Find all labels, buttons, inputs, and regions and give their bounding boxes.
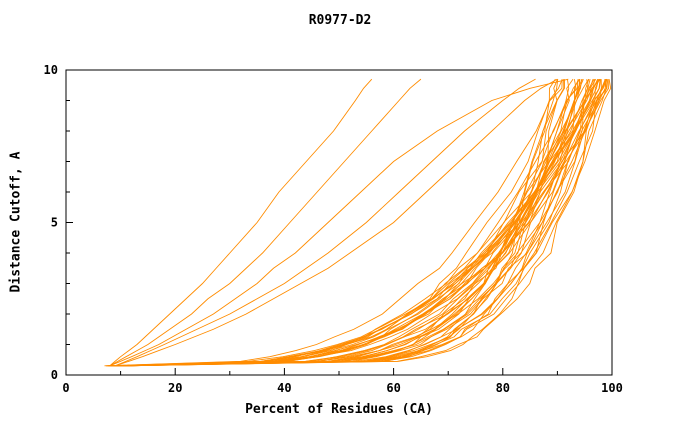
bundle-curve (114, 78, 599, 367)
curve-outlier-gradual-b (114, 78, 558, 367)
bundle-curve (115, 79, 609, 367)
bundle-curve (119, 79, 589, 367)
bundle-curve (116, 79, 570, 367)
bundle-curve (104, 79, 563, 367)
bundle-curve (108, 79, 607, 367)
y-tick-label: 10 (44, 63, 58, 77)
bundle-curve (123, 78, 558, 367)
curve-outlier-gradual-a (114, 78, 536, 367)
bundle-curve (124, 78, 574, 367)
bundle-curve (124, 78, 599, 367)
bundle-curve (124, 78, 584, 367)
bundle-curve (119, 79, 612, 367)
bundle-curve (121, 79, 590, 367)
bundle-curve (117, 78, 597, 367)
bundle-curve (110, 79, 607, 367)
y-tick-label: 0 (51, 368, 58, 382)
bundle-curve (116, 78, 601, 367)
bundle-curve (110, 79, 600, 367)
y-axis-label: Distance Cutoff, A (8, 151, 24, 293)
bundle-curve (118, 79, 559, 367)
x-tick-label: 100 (601, 381, 623, 395)
bundle-curve (105, 79, 579, 367)
x-tick-label: 80 (496, 381, 510, 395)
bundle-curve (121, 78, 608, 367)
bundle-curve (125, 78, 563, 367)
chart-title: R0977-D2 (308, 13, 372, 28)
y-tick-label: 5 (51, 216, 58, 230)
bundle-curve (119, 78, 608, 367)
bundle-curve (111, 79, 602, 367)
x-axis-label: Percent of Residues (CA) (245, 402, 433, 417)
bundle-curve (124, 79, 608, 367)
curve-outlier-late-rise (109, 78, 569, 367)
bundle-curve (119, 78, 590, 367)
x-tick-label: 20 (168, 381, 182, 395)
bundle-curve (114, 79, 577, 367)
x-tick-label: 60 (386, 381, 400, 395)
curve-outlier-second (109, 78, 422, 367)
x-tick-label: 40 (277, 381, 291, 395)
bundle-curve (116, 79, 610, 367)
x-tick-label: 0 (62, 381, 69, 395)
bundle-curve (116, 79, 601, 367)
bundle-curve (114, 79, 596, 367)
bundle-curve (113, 78, 600, 367)
curve-outlier-steepest (109, 78, 373, 367)
